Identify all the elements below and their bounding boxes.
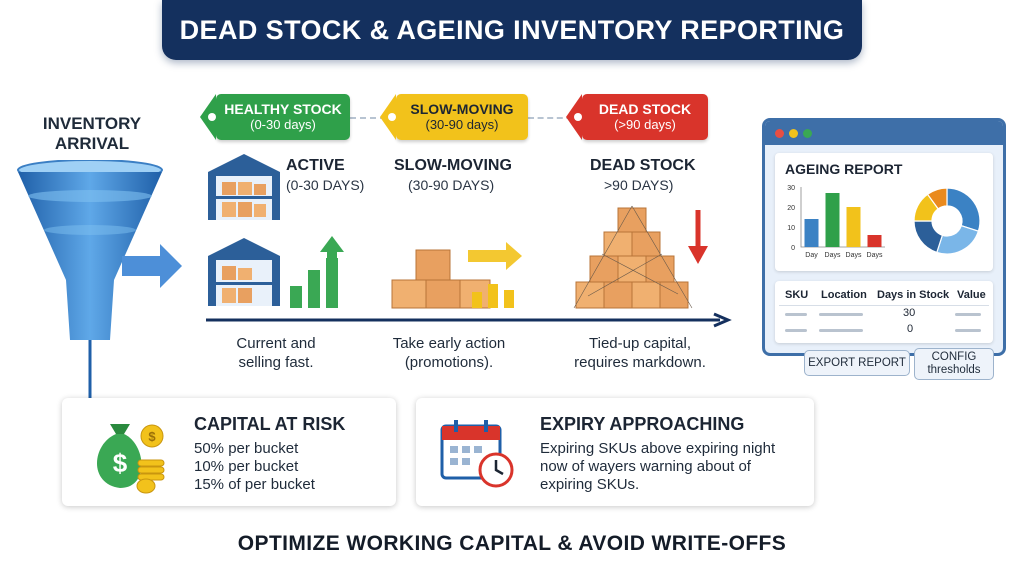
- table-header-location: Location: [821, 289, 867, 301]
- caption-line: Tied-up capital,: [589, 335, 691, 352]
- expiry-approaching-card: EXPIRY APPROACHING Expiring SKUs above e…: [416, 398, 814, 506]
- table-header-sku: SKU: [785, 289, 809, 301]
- svg-text:$: $: [148, 429, 156, 444]
- funnel-label-line2: ARRIVAL: [54, 134, 130, 153]
- config-label-line2: thresholds: [927, 364, 981, 376]
- x-tick-label: Days: [867, 252, 883, 259]
- caption-line: requires markdown.: [574, 354, 706, 371]
- stage-sub-dead: >90 DAYS): [604, 177, 674, 193]
- table-row: 30: [903, 307, 916, 319]
- caption-slow: Take early action (promotions).: [374, 334, 524, 372]
- expiry-line: Expiring SKUs above expiring night: [540, 440, 776, 457]
- tag-range: (30-90 days): [425, 117, 499, 132]
- stage-sub-active: (0-30 DAYS): [286, 177, 365, 193]
- expiry-line: expiring SKUs.: [540, 476, 640, 493]
- tag-dead-stock: DEAD STOCK (>90 days): [566, 94, 708, 140]
- ageing-donut-chart: [913, 187, 981, 255]
- capital-card-title: CAPITAL AT RISK: [194, 414, 346, 434]
- caption-active: Current and selling fast.: [210, 334, 342, 372]
- tag-label: SLOW-MOVING: [410, 101, 514, 117]
- tag-label: HEALTHY STOCK: [224, 101, 342, 117]
- window-title-bar: [765, 121, 1003, 145]
- export-report-label: EXPORT REPORT: [808, 356, 906, 369]
- warehouse-icon: [208, 154, 280, 220]
- donut-slice: [913, 220, 944, 254]
- capital-line: 15% of per bucket: [194, 476, 315, 493]
- tag-range: (>90 days): [614, 117, 676, 132]
- config-label-line1: CONFIG: [931, 351, 977, 363]
- stage-heading-dead: DEAD STOCK: [590, 157, 696, 174]
- y-tick-label: 30: [787, 185, 795, 192]
- report-title: AGEING REPORT: [785, 161, 903, 177]
- ageing-report-window: AGEING REPORT 30 20 10 0 Day Days Days Days SKU…: [762, 118, 1006, 356]
- warehouse-icon: [208, 238, 280, 306]
- window-minimize-dot[interactable]: [789, 129, 798, 138]
- table-placeholder: [785, 313, 807, 316]
- stage-sub-slow: (30-90 DAYS): [408, 177, 495, 193]
- config-thresholds-button[interactable]: CONFIG thresholds: [914, 348, 994, 380]
- capital-line: 50% per bucket: [194, 440, 299, 457]
- chart-bar: [825, 193, 840, 247]
- tag-slow-moving: SLOW-MOVING (30-90 days): [380, 94, 528, 140]
- ageing-bar-chart: 30 20 10 0 Day Days Days Days: [787, 185, 885, 259]
- tag-connector: [528, 117, 582, 119]
- donut-slice: [946, 187, 981, 232]
- y-tick-label: 0: [791, 245, 795, 252]
- capital-at-risk-card: $ $ CAPITAL AT RISK 50% per bucket 10% p…: [62, 398, 396, 506]
- table-placeholder: [955, 329, 981, 332]
- window-maximize-dot[interactable]: [803, 129, 812, 138]
- table-placeholder: [785, 329, 807, 332]
- chart-bar: [867, 235, 882, 247]
- capital-line: 10% per bucket: [194, 458, 299, 475]
- table-placeholder: [955, 313, 981, 316]
- timeline-arrow: [206, 312, 732, 328]
- funnel-icon: [17, 160, 182, 400]
- calendar-clock-icon: [440, 420, 514, 488]
- caption-line: Take early action: [392, 335, 506, 352]
- table-divider: [779, 305, 989, 306]
- stage-heading-slow: SLOW-MOVING: [394, 157, 512, 174]
- table-row: 0: [907, 323, 914, 335]
- funnel-label-line1: INVENTORY: [42, 114, 142, 133]
- chart-bar: [846, 207, 861, 247]
- tag-label: DEAD STOCK: [598, 101, 692, 117]
- tag-range: (0-30 days): [250, 117, 316, 132]
- boxes-icon: [391, 242, 522, 309]
- window-close-dot[interactable]: [775, 129, 784, 138]
- report-table: SKU Location Days in Stock Value 30 0: [775, 281, 993, 343]
- caption-line: selling fast.: [238, 354, 314, 371]
- stage-heading-active: ACTIVE: [286, 157, 345, 174]
- y-tick-label: 10: [787, 225, 795, 232]
- caption-line: Current and: [236, 335, 316, 352]
- x-tick-label: Days: [846, 252, 862, 259]
- expiry-line: now of wayers warning about of: [540, 458, 751, 475]
- table-header-value: Value: [957, 289, 986, 301]
- expiry-card-title: EXPIRY APPROACHING: [540, 414, 745, 434]
- x-tick-label: Day: [805, 252, 818, 259]
- page-title-text: DEAD STOCK & AGEING INVENTORY REPORTING: [179, 14, 845, 45]
- tag-healthy-stock: HEALTHY STOCK (0-30 days): [200, 94, 350, 140]
- table-placeholder: [819, 313, 863, 316]
- caption-line: (promotions).: [404, 354, 494, 371]
- y-tick-label: 20: [787, 205, 795, 212]
- growth-chart-icon: [290, 236, 344, 308]
- dead-stock-pile-icon: [573, 205, 708, 309]
- svg-text:$: $: [113, 448, 128, 478]
- funnel-label: INVENTORY ARRIVAL: [22, 114, 162, 154]
- donut-slice: [926, 187, 948, 210]
- donut-slice: [936, 224, 980, 255]
- caption-dead: Tied-up capital, requires markdown.: [556, 334, 724, 372]
- chart-bar: [804, 219, 819, 247]
- x-tick-label: Days: [825, 252, 841, 259]
- table-placeholder: [819, 329, 863, 332]
- page-title: DEAD STOCK & AGEING INVENTORY REPORTING: [162, 0, 862, 60]
- table-header-days: Days in Stock: [877, 289, 950, 301]
- report-chart-card: AGEING REPORT 30 20 10 0 Day Days Days Days: [775, 153, 993, 271]
- footer-tagline: OPTIMIZE WORKING CAPITAL & AVOID WRITE-O…: [237, 532, 787, 555]
- money-bag-icon: $ $: [97, 424, 165, 494]
- tag-connector: [350, 117, 396, 119]
- export-report-button[interactable]: EXPORT REPORT: [804, 350, 910, 376]
